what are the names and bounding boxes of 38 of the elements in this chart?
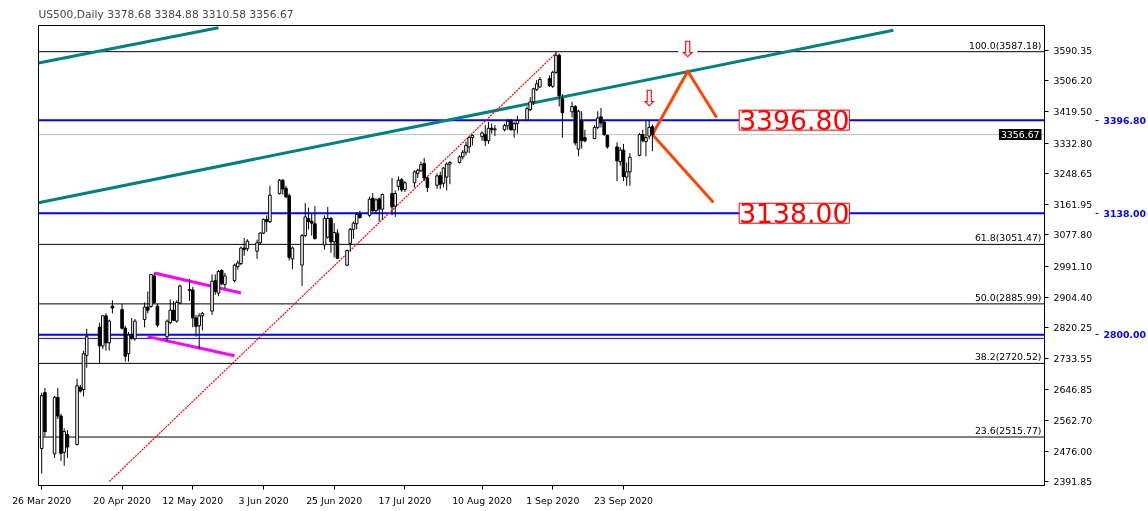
y-tick-label: 2476.00 (1053, 445, 1093, 457)
x-tick-label: 17 Jul 2020 (378, 494, 432, 506)
ref-line-label: 2800.00 (1103, 329, 1147, 341)
annotation: 3396.80 (739, 105, 850, 137)
ref-line-label: 3396.80 (1103, 114, 1147, 126)
y-tick-label: 2733.55 (1053, 353, 1093, 365)
y-tick-label: 3077.80 (1053, 229, 1093, 241)
x-tick-label: 3 Jun 2020 (238, 494, 289, 506)
x-tick-label: 23 Sep 2020 (593, 494, 654, 506)
y-tick-label: 2646.85 (1053, 384, 1093, 396)
ref-line-label: 3138.00 (1103, 207, 1147, 219)
chart-title: US500,Daily 3378.68 3384.88 3310.58 3356.67 (38, 7, 294, 21)
ref-line-label: 23.6(2515.77) (974, 425, 1042, 437)
ref-line-label: 3356.67 (1000, 129, 1040, 141)
x-tick-label: 26 Mar 2020 (12, 494, 72, 506)
annotation: ⇩ (678, 36, 698, 63)
y-tick-label: 2904.40 (1053, 291, 1093, 303)
y-tick-label: 2391.85 (1053, 476, 1093, 488)
ref-line-label: 38.2(2720.52) (974, 351, 1042, 363)
x-tick-label: 1 Sep 2020 (526, 494, 580, 506)
y-tick-label: 3419.50 (1053, 106, 1093, 118)
y-tick-label: 3161.95 (1053, 199, 1093, 211)
y-tick-label: 2820.25 (1053, 322, 1093, 334)
x-tick-label: 20 Apr 2020 (93, 494, 151, 506)
ref-line-label: 50.0(2885.99) (974, 291, 1042, 303)
x-tick-label: 10 Aug 2020 (452, 494, 512, 506)
y-tick-label: 3248.65 (1053, 167, 1093, 179)
x-tick-label: 25 Jun 2020 (306, 494, 363, 506)
ref-line-label: 100.0(3587.18) (968, 39, 1042, 51)
y-tick-label: 3332.80 (1053, 137, 1093, 149)
y-tick-label: 2562.70 (1053, 414, 1093, 426)
y-tick-label: 3506.20 (1053, 75, 1093, 87)
y-tick-label: 3590.35 (1053, 45, 1093, 57)
ref-line-label: 61.8(3051.47) (974, 232, 1042, 244)
y-tick-label: 2991.10 (1053, 260, 1093, 272)
annotation: 3138.00 (739, 198, 850, 230)
x-tick-label: 12 May 2020 (162, 494, 224, 506)
annotation: ⇩ (639, 84, 659, 111)
